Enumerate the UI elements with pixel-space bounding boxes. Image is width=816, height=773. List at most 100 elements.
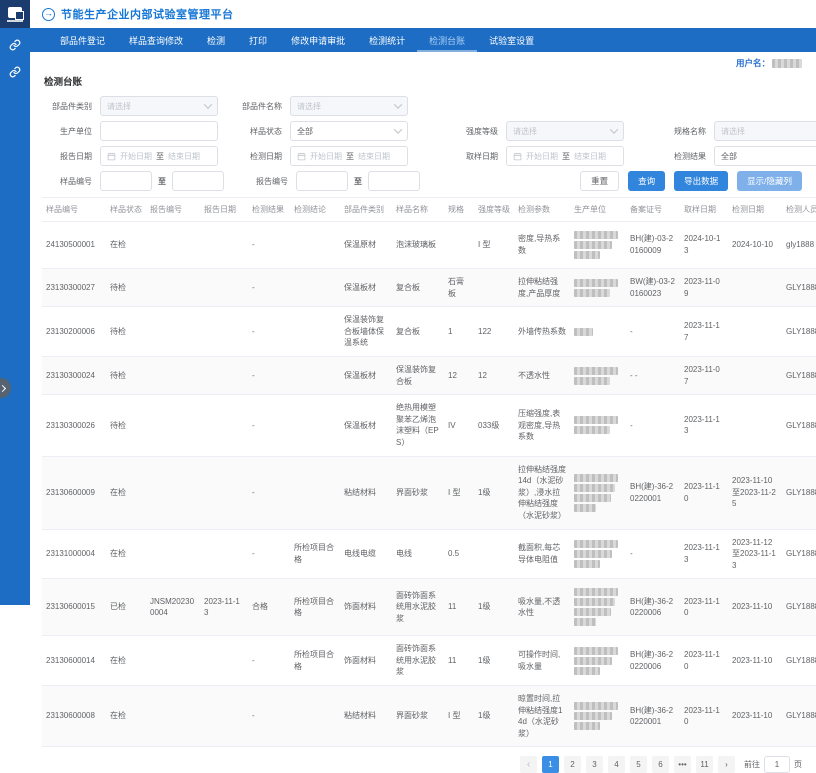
search-button[interactable]: 查询 (628, 171, 666, 191)
cell-strength-grade (474, 529, 514, 580)
table-row[interactable]: 23130300027 待检 - 保温板材 复合板 石膏板 拉伸粘结强度,产品厚度 BW(建)… (42, 268, 816, 308)
pagination-page-2[interactable]: 2 (564, 756, 581, 773)
sidebar-expand-button[interactable] (0, 378, 11, 398)
table-row[interactable]: 23130600009 在检 - 粘结材料 界面砂浆 I 型 1级 拉伸粘结强度14d（水泥砂… (42, 456, 816, 530)
pagination-page-4[interactable]: 4 (608, 756, 625, 773)
pagination-page-6[interactable]: 6 (652, 756, 669, 773)
pagination-page-5[interactable]: 5 (630, 756, 647, 773)
circled-arrow-icon: → (42, 7, 55, 21)
column-header-report-date: 报告日期 (200, 197, 248, 222)
table-row[interactable]: 23130600015 已检 JNSM202300004 2023-11-13 合格 所检… (42, 578, 816, 637)
toggle-columns-button[interactable]: 显示/隐藏列 (737, 171, 802, 191)
cell-strength-grade: 1级 (474, 578, 514, 637)
sample-no-to-input[interactable] (172, 171, 224, 191)
cell-part-category: 保温板材 (340, 356, 392, 396)
nav-item-6[interactable]: 检测统计 (369, 35, 406, 46)
cell-test-conclusion: 所检项目合格 (290, 529, 340, 580)
cell-sample-name: 界面砂浆 (392, 456, 444, 530)
category-label: 部品件类别 (52, 101, 92, 111)
cell-producer (570, 529, 626, 580)
table-row[interactable]: 23131000004 在检 - 所检项目合格 电线电缆 电线 0.5 截面积,每芯导体电阻值… (42, 529, 816, 580)
cell-tester: GLY1888 (782, 356, 816, 396)
cell-strength-grade: I 型 (474, 221, 514, 269)
chevron-down-icon (393, 125, 403, 134)
part-name-select[interactable]: 请选择 (290, 96, 408, 116)
table-row[interactable]: 23130600014 在检 - 所检项目合格 饰面材料 面砖饰面系统用水泥胶浆 11 1级可… (42, 635, 816, 687)
table-row[interactable]: 23130200006 待检 - 保温装饰复合板墙体保温系统 复合板 1 122 外墙传热系数… (42, 306, 816, 357)
table-row[interactable]: 23130600008 在检 - 粘结材料 界面砂浆 I 型 1级 晾置时间,拉伸粘结强度14… (42, 685, 816, 748)
pagination-next[interactable]: › (718, 756, 735, 773)
category-select[interactable]: 请选择 (100, 96, 218, 116)
nav-item-8[interactable]: 试验室设置 (489, 35, 535, 46)
nav-item-2[interactable]: 样品查询修改 (129, 35, 184, 46)
test-result-label: 检测结果 (674, 151, 706, 161)
nav-item-3[interactable]: 检测 (207, 35, 226, 46)
report-no-from-input[interactable] (296, 171, 348, 191)
redacted-text (574, 539, 619, 548)
sampling-date-range[interactable]: 开始日期 至 结束日期 (506, 146, 624, 166)
cell-sample-status: 待检 (106, 306, 146, 357)
sample-status-select[interactable]: 全部 (290, 121, 408, 141)
username-redacted (772, 59, 802, 69)
cell-report-date: 2023-11-13 (200, 578, 248, 637)
redacted-text (574, 376, 611, 385)
cell-test-result: - (248, 635, 290, 687)
link-icon[interactable] (9, 38, 22, 51)
cell-sample-name: 电线 (392, 529, 444, 580)
cell-spec: 1 (444, 306, 474, 357)
cell-sampling-date: 2023-11-07 (680, 356, 728, 396)
column-header-test-date: 检测日期 (728, 197, 782, 222)
cell-test-params: 拉伸粘结强度,产品厚度 (514, 268, 570, 308)
table-row[interactable]: 24130500001 在检 - 保温原材 泡沫玻璃板 I 型密度,导热系数 BH(建)-0… (42, 221, 816, 269)
reset-button[interactable]: 重置 (580, 171, 620, 191)
table-row[interactable]: 23130300026 待检 - 保温板材 绝热用模塑聚苯乙烯泡沫塑料（EPS） IV 03… (42, 394, 816, 457)
cell-sample-no: 23130300027 (42, 268, 106, 308)
redacted-text (574, 666, 601, 675)
table-body: 24130500001 在检 - 保温原材 泡沫玻璃板 I 型密度,导热系数 BH(建)-0… (42, 221, 816, 748)
cell-part-category: 保温装饰复合板墙体保温系统 (340, 306, 392, 357)
redacted-text (574, 722, 601, 731)
left-sidebar (0, 0, 30, 605)
cell-sample-name: 绝热用模塑聚苯乙烯泡沫塑料（EPS） (392, 394, 444, 457)
pagination-page-11[interactable]: 11 (696, 756, 713, 773)
pagination-page-1[interactable]: 1 (542, 756, 559, 773)
app-logo[interactable] (0, 0, 30, 28)
report-date-range[interactable]: 开始日期 至 结束日期 (100, 146, 218, 166)
cell-test-result: - (248, 394, 290, 457)
cell-part-category: 饰面材料 (340, 578, 392, 637)
page-title: 检测台账 (44, 77, 83, 88)
pagination-page-3[interactable]: 3 (586, 756, 603, 773)
nav-item-4[interactable]: 打印 (249, 35, 268, 46)
cell-part-category: 保温板材 (340, 394, 392, 457)
goto-page-input[interactable] (764, 756, 790, 773)
sample-no-from-input[interactable] (100, 171, 152, 191)
nav-item-1[interactable]: 部品件登记 (60, 35, 106, 46)
strength-select[interactable]: 请选择 (506, 121, 624, 141)
nav-item-5[interactable]: 修改申请审批 (291, 35, 346, 46)
nav-item-7[interactable]: 检测台账 (417, 28, 477, 52)
cell-test-date (728, 356, 782, 396)
cell-report-date (200, 306, 248, 357)
redacted-text (574, 241, 613, 249)
cell-producer (570, 394, 626, 457)
test-result-select[interactable]: 全部 (714, 146, 816, 166)
export-button[interactable]: 导出数据 (674, 171, 729, 191)
column-header-report-no: 报告编号 (146, 197, 200, 222)
redacted-text (574, 588, 619, 597)
test-date-range[interactable]: 开始日期 至 结束日期 (290, 146, 408, 166)
cell-sample-no: 23130600014 (42, 635, 106, 687)
cell-sample-name: 保温装饰复合板 (392, 356, 444, 396)
cell-sample-status: 已检 (106, 578, 146, 637)
pagination-prev[interactable]: ‹ (520, 756, 537, 773)
cell-part-category: 粘结材料 (340, 456, 392, 530)
pagination-ellipsis[interactable]: ••• (674, 756, 691, 773)
cell-strength-grade: 1级 (474, 685, 514, 748)
cell-test-params: 晾置时间,拉伸粘结强度14d（水泥砂浆） (514, 685, 570, 748)
report-no-to-input[interactable] (368, 171, 420, 191)
table-row[interactable]: 23130300024 待检 - 保温板材 保温装饰复合板 12 12 不透水性 - -2023… (42, 356, 816, 396)
redacted-text (574, 327, 594, 336)
spec-name-select[interactable]: 请选择 (714, 121, 816, 141)
producer-input[interactable] (100, 121, 218, 141)
link-icon[interactable] (9, 65, 22, 78)
